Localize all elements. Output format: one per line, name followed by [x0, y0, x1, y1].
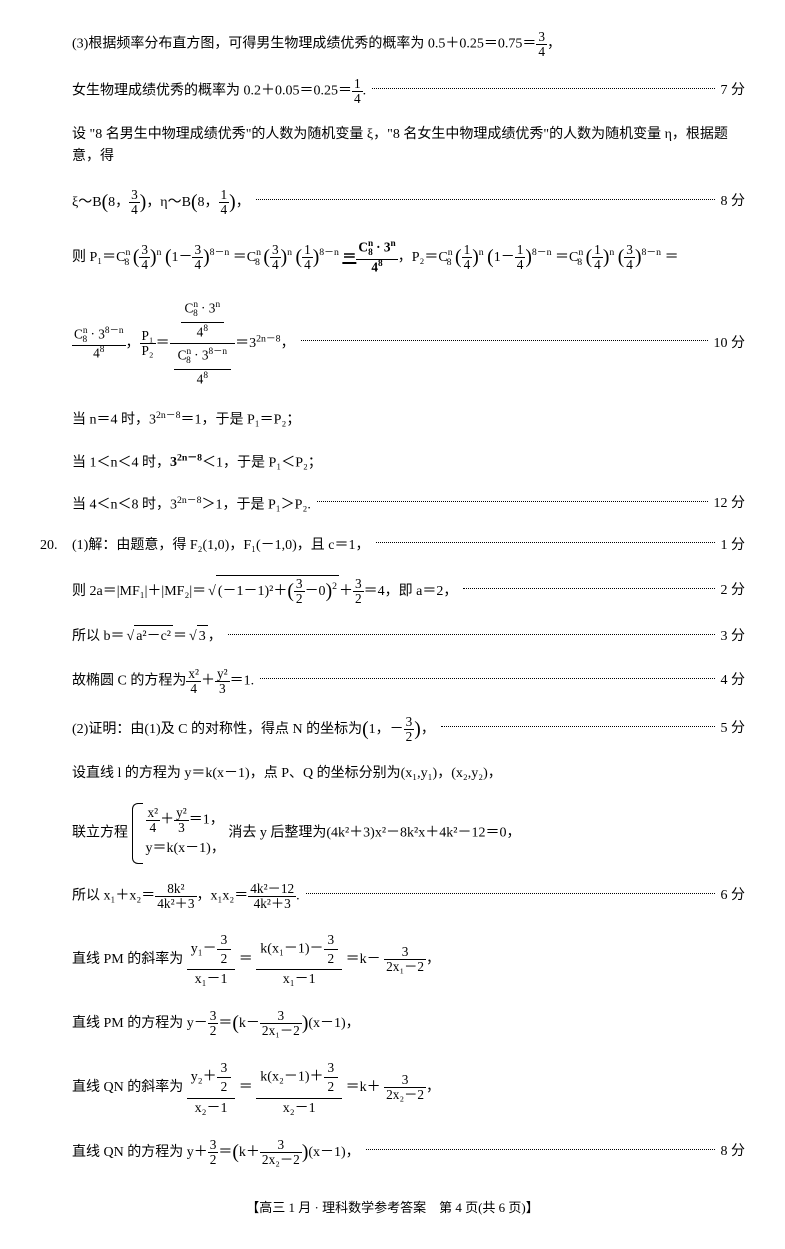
q20-pm-eq: 直线 PM 的方程为 y－32＝(k－32x₁－2)(x－1)，: [40, 1008, 745, 1039]
q20-part2-N: (2)证明：由(1)及 C 的对称性，得点 N 的坐标为(1，－32)，: [72, 714, 435, 745]
score-8: 8 分: [721, 191, 746, 213]
q20-b: 所以 b＝a²－c²＝3，: [72, 625, 222, 648]
q20-vieta: 所以 x₁＋x₂＝8k²4k²＋3，x₁x₂＝4k²－124k²＋3.: [72, 882, 300, 911]
q20-set-l: 设直线 l 的方程为 y＝k(x－1)，点 P、Q 的坐标分别为(x₁,y₁)，…: [40, 763, 745, 785]
q19-set-vars: 设 "8 名男生中物理成绩优秀"的人数为随机变量 ξ，"8 名女生中物理成绩优秀…: [40, 124, 745, 169]
q19-distributions: ξ～B(8，34)，η～B(8，14)，: [72, 187, 250, 218]
q19-case-n4: 当 n＝4 时，32n－8＝1，于是 P₁＝P₂；: [40, 408, 745, 432]
page-footer: 【高三 1 月 · 理科数学参考答案 第 4 页(共 6 页)】: [40, 1198, 745, 1219]
q20-pm-slope: 直线 PM 的斜率为 y₁－32x₁－1 ＝ k(x₁－1)－32x₁－1 ＝k…: [40, 929, 745, 990]
frac-3-4: 34: [536, 30, 547, 59]
score-8b: 8 分: [721, 1141, 746, 1163]
q20-ellipse: 故椭圆 C 的方程为x²4＋y²3＝1.: [72, 667, 254, 696]
score-2: 2 分: [721, 580, 746, 602]
q19-p1-expr: 则 P₁＝Cn8 (34)n (1－34)8－n ＝Cn8 (34)n (14)…: [40, 236, 745, 279]
dots: [372, 88, 714, 89]
q20-part1: 20.(1)解：由题意，得 F₂(1,0)，F₁(－1,0)，且 c＝1，: [40, 535, 370, 557]
score-6: 6 分: [721, 885, 746, 907]
score-4: 4 分: [721, 670, 746, 692]
q20-2a: 则 2a＝|MF₁|＋|MF₂|＝(－1－1)²＋(32－0)2＋32＝4，即 …: [72, 575, 457, 607]
q20-qn-eq: 直线 QN 的方程为 y＋32＝(k＋32x₂－2)(x－1)，: [72, 1137, 360, 1168]
score-7: 7 分: [721, 80, 746, 102]
q19-ratio: Cn8 · 38－n48，P₁P₂＝Cn8 · 3n48Cn8 · 38－n48…: [72, 297, 295, 390]
q19-case-1n4: 当 1＜n＜4 时，32n－8＜1，于是 P₁＜P₂；: [40, 451, 745, 475]
q20-system: 联立方程 x²4＋y²3＝1， y＝k(x－1)， 消去 y 后整理为(4k²＋…: [40, 803, 745, 863]
q19-case-4n8: 当 4＜n＜8 时，32n－8＞1，于是 P₁＞P₂.: [72, 493, 311, 517]
score-5: 5 分: [721, 718, 746, 740]
score-3: 3 分: [721, 626, 746, 648]
q19-p3-intro: (3)根据频率分布直方图，可得男生物理成绩优秀的概率为 0.5＋0.25＝0.7…: [72, 37, 536, 52]
score-12: 12 分: [714, 493, 746, 515]
q20-qn-slope: 直线 QN 的斜率为 y₂＋32x₂－1 ＝ k(x₂－1)＋32x₂－1 ＝k…: [40, 1057, 745, 1118]
q19-female-prob: 女生物理成绩优秀的概率为 0.2＋0.05＝0.25＝14.: [72, 77, 366, 106]
score-1: 1 分: [721, 535, 746, 557]
score-10: 10 分: [714, 333, 746, 355]
